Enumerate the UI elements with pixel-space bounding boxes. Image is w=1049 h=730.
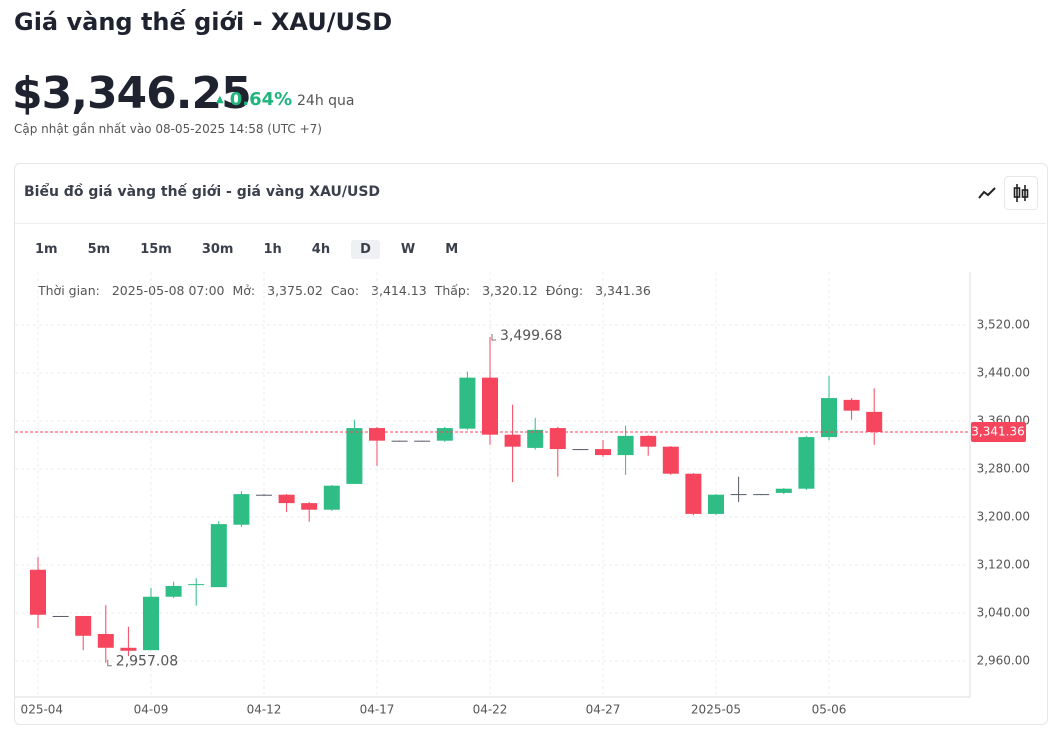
info-value: 3,414.13 — [371, 283, 427, 298]
candle-body — [97, 633, 114, 648]
x-tick-label: 2025-04 — [13, 703, 63, 717]
y-tick-label: 3,120.00 — [977, 557, 1030, 571]
candle-body — [256, 494, 272, 496]
annotation-pointer — [491, 334, 496, 341]
candle-body — [165, 585, 182, 597]
candle-body — [549, 428, 566, 450]
candle-body — [369, 428, 385, 441]
candle-body — [504, 434, 521, 447]
x-tick-label: 05-06 — [812, 703, 847, 717]
info-value: 3,375.02 — [267, 283, 323, 298]
candle-body — [572, 449, 589, 451]
candle-body — [75, 615, 92, 636]
candle-body — [527, 429, 544, 448]
interval-button[interactable]: W — [400, 242, 416, 257]
interval-button[interactable]: M — [445, 242, 459, 257]
updated: Cập nhật gần nhất vào 08-05-2025 14:58 (… — [14, 122, 322, 136]
interval-button[interactable]: 30m — [201, 242, 234, 257]
line-chart-button[interactable] — [970, 176, 1004, 210]
candle-body — [233, 494, 250, 525]
candle-body — [821, 398, 837, 438]
candle-body — [866, 411, 883, 433]
candle-body — [662, 446, 679, 474]
info-label: Cao: — [330, 283, 360, 298]
candle-body — [708, 494, 724, 514]
y-tick-label: 3,200.00 — [977, 509, 1030, 523]
annotation-pointer — [107, 659, 112, 667]
info-label: Thời gian: — [38, 283, 100, 298]
interval-bar: 1m 5m 15m 30m 1h 4h D W M — [26, 240, 479, 259]
candle-body — [278, 494, 295, 504]
candle-body — [775, 488, 792, 493]
info-label: Mở: — [232, 283, 256, 298]
candle-body — [391, 440, 408, 442]
price: $3,346.25 — [12, 68, 252, 119]
candle-body — [595, 449, 611, 456]
y-tick-label: 3,440.00 — [977, 365, 1030, 379]
chart-card — [14, 163, 1048, 725]
candle-body — [30, 569, 46, 615]
info-value: 3,341.36 — [595, 283, 651, 298]
candle-body — [798, 437, 815, 489]
candle-body — [143, 596, 159, 651]
x-tick-label: 2025-05 — [691, 703, 741, 717]
interval-button[interactable]: 5m — [87, 242, 111, 257]
x-tick-label: 04-12 — [247, 703, 282, 717]
y-tick-label: 3,280.00 — [977, 461, 1030, 475]
candle-body — [323, 485, 340, 510]
candle-body — [414, 440, 431, 442]
interval-button[interactable]: 4h — [311, 242, 331, 257]
change-value: 0.64% — [229, 89, 293, 110]
candle-body — [188, 584, 205, 586]
annotation-label: 3,499.68 — [500, 328, 562, 344]
interval-button[interactable]: 1m — [35, 242, 58, 257]
axes: 2,960.00 3,040.00 3,120.00 3,200.00 3,280.00… — [13, 317, 1030, 717]
candle-body — [436, 428, 453, 441]
x-tick-label: 04-22 — [473, 703, 508, 717]
candle-body — [685, 473, 702, 514]
candle-body — [210, 524, 227, 588]
current-price-label: 3,341.36 — [971, 425, 1024, 439]
ohlc-info: Thời gian: 2025-05-08 07:00 Mở: 3,375.02 C… — [38, 283, 659, 298]
info-value: 2025-05-08 07:00 — [111, 283, 225, 298]
candle-body — [52, 615, 69, 617]
x-tick-label: 04-27 — [586, 703, 621, 717]
period: 24h qua — [297, 93, 355, 109]
candle-body — [301, 503, 318, 510]
candle-chart-button[interactable] — [1004, 176, 1038, 210]
info-value: 3,320.12 — [482, 283, 538, 298]
current-price-box — [971, 422, 1026, 443]
candle-body — [730, 494, 747, 496]
info-label: Đóng: — [545, 283, 584, 298]
change: ▲ 0.64% — [216, 89, 293, 110]
y-tick-label: 3,520.00 — [977, 317, 1030, 331]
candle-body — [459, 377, 476, 429]
y-tick-label: 2,960.00 — [977, 653, 1030, 667]
candle-body — [753, 494, 770, 496]
interval-button[interactable]: 15m — [140, 242, 172, 257]
x-tick-label: 04-09 — [134, 703, 169, 717]
separator — [15, 223, 1046, 224]
candle-body — [120, 647, 137, 651]
candle-body — [843, 399, 860, 411]
candle-body — [346, 428, 363, 484]
interval-button[interactable]: 1h — [263, 242, 282, 257]
interval-button[interactable]: D — [351, 240, 380, 259]
info-label: Thấp: — [434, 283, 471, 298]
candle-body — [482, 377, 498, 435]
candle-body — [640, 435, 657, 447]
page-title: Giá vàng thế giới - XAU/USD — [14, 8, 393, 36]
y-tick-label: 3,040.00 — [977, 605, 1030, 619]
plot-area: 3,499.68 2,957.08 — [15, 328, 970, 670]
candle-body — [617, 435, 634, 456]
annotation-label: 2,957.08 — [116, 654, 178, 670]
x-tick-label: 04-17 — [360, 703, 395, 717]
card-title: Biểu đồ giá vàng thế giới - giá vàng XAU… — [24, 184, 381, 200]
